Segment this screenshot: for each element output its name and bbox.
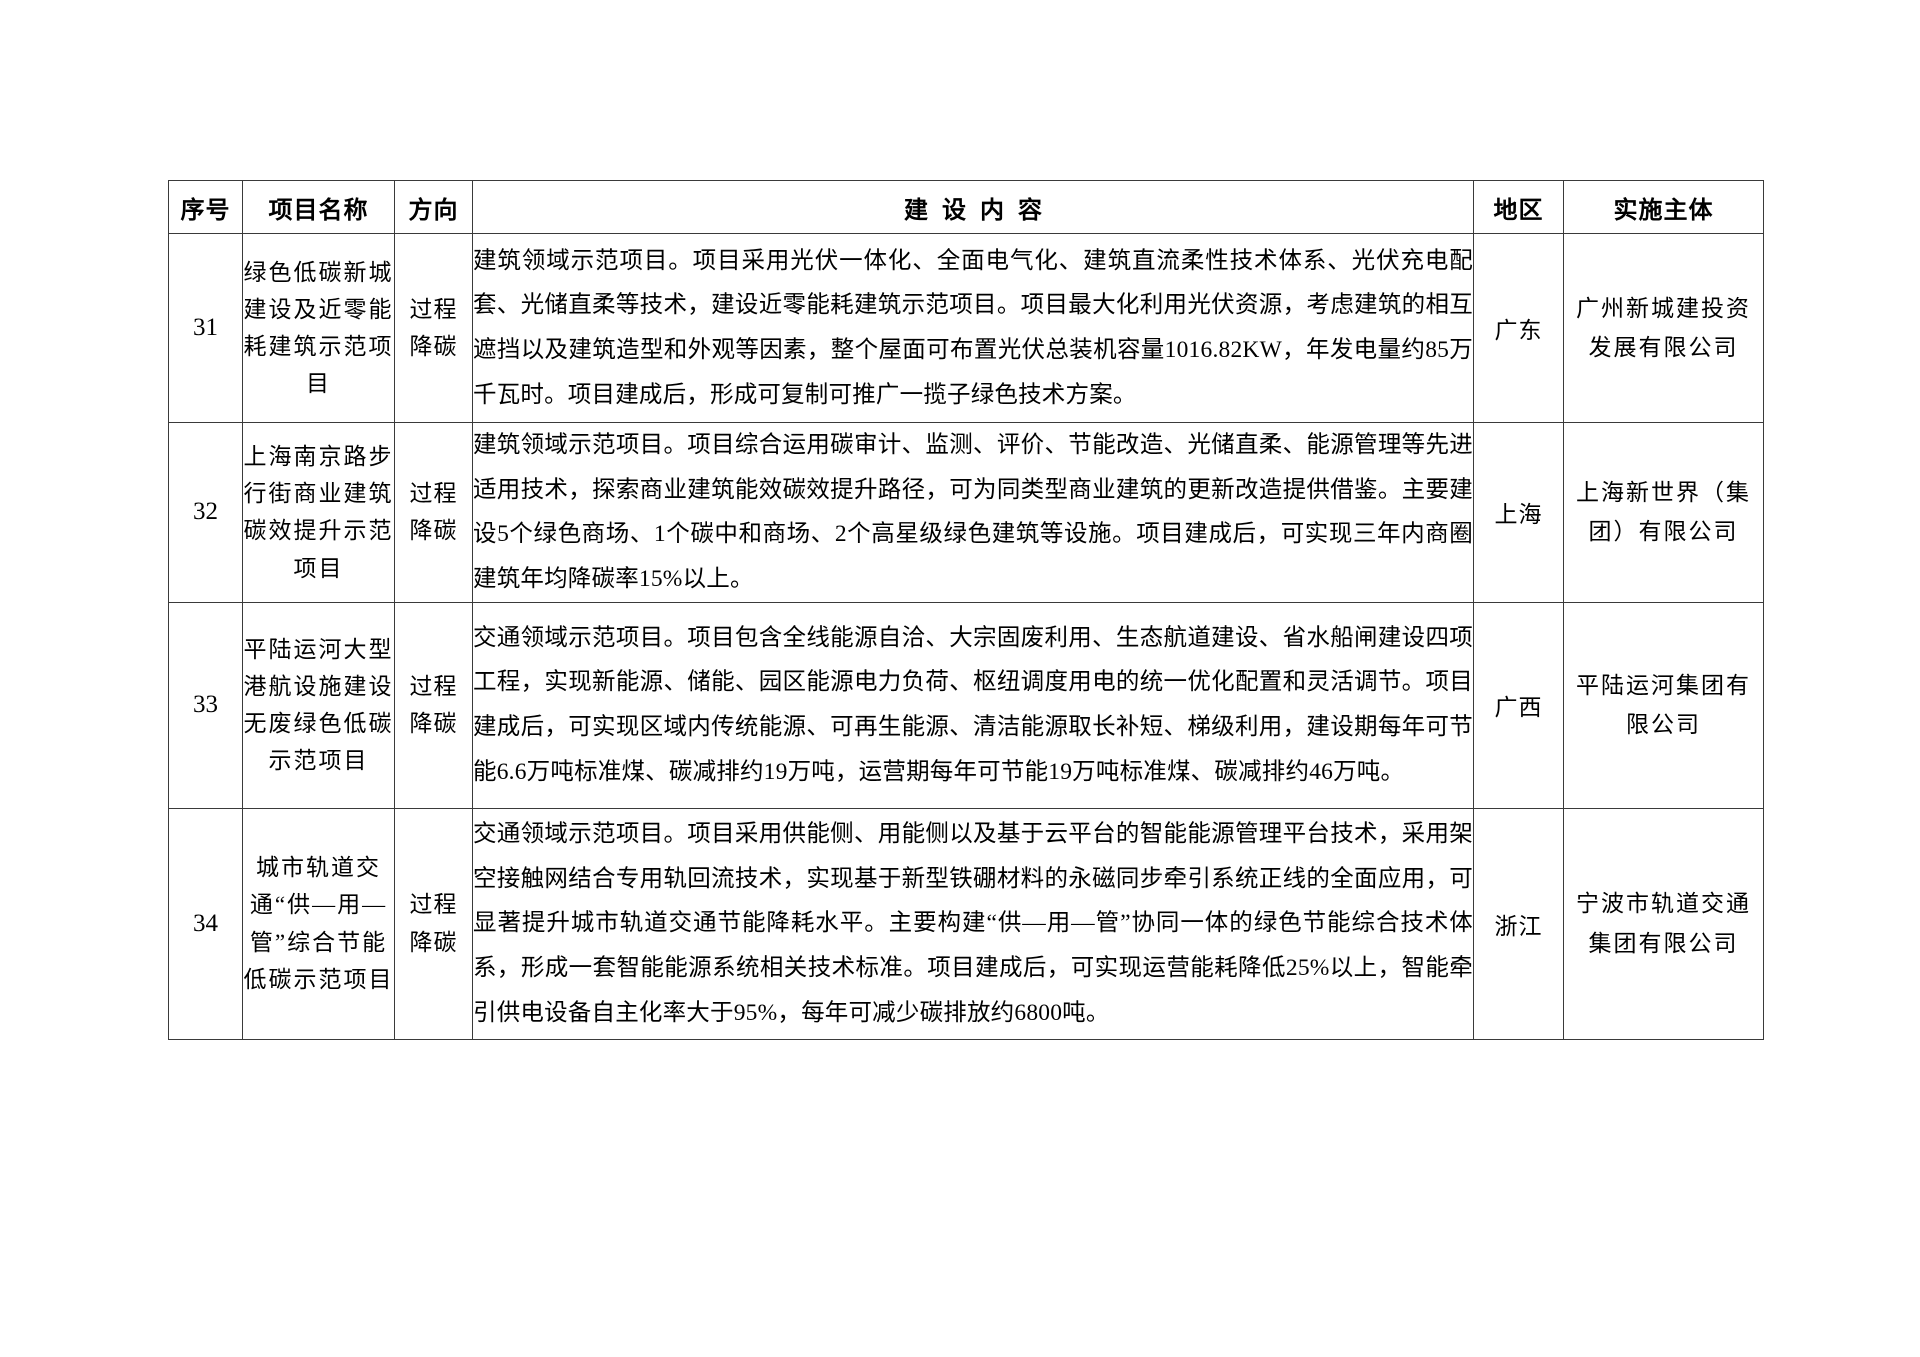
table-row: 31 绿色低碳新城建设及近零能耗建筑示范项目 过程 降碳 建筑领域示范项目。项目… xyxy=(168,233,1764,423)
cell-direction: 过程 降碳 xyxy=(394,601,473,809)
header-direction: 方向 xyxy=(394,180,473,234)
cell-direction: 过程 降碳 xyxy=(394,422,473,603)
table-row: 32 上海南京路步行街商业建筑碳效提升示范项目 过程 降碳 建筑领域示范项目。项… xyxy=(168,422,1764,603)
cell-seq: 33 xyxy=(168,601,243,809)
project-table: 序号 项目名称 方向 建设内容 地区 实施主体 31 绿色低碳新城建设及近零能耗… xyxy=(168,180,1764,1040)
table-body: 31 绿色低碳新城建设及近零能耗建筑示范项目 过程 降碳 建筑领域示范项目。项目… xyxy=(168,233,1764,1040)
direction-line-1: 过程 xyxy=(409,296,458,322)
project-table-container: 序号 项目名称 方向 建设内容 地区 实施主体 31 绿色低碳新城建设及近零能耗… xyxy=(168,180,1764,1040)
direction-line-2: 降碳 xyxy=(409,334,458,359)
cell-project-name: 城市轨道交通“供—用—管”综合节能低碳示范项目 xyxy=(242,807,395,1040)
cell-region: 上海 xyxy=(1473,422,1564,603)
header-project-name: 项目名称 xyxy=(242,180,395,234)
header-implementing-entity: 实施主体 xyxy=(1563,180,1764,234)
direction-line-1: 过程 xyxy=(409,673,458,699)
cell-construction-content: 交通领域示范项目。项目包含全线能源自洽、大宗固废利用、生态航道建设、省水船闸建设… xyxy=(472,601,1474,809)
cell-project-name: 绿色低碳新城建设及近零能耗建筑示范项目 xyxy=(242,233,395,423)
cell-construction-content: 建筑领域示范项目。项目采用光伏一体化、全面电气化、建筑直流柔性技术体系、光伏充电… xyxy=(472,233,1474,423)
header-seq: 序号 xyxy=(168,180,243,234)
cell-construction-content: 交通领域示范项目。项目采用供能侧、用能侧以及基于云平台的智能能源管理平台技术，采… xyxy=(472,807,1474,1040)
cell-region: 广西 xyxy=(1473,601,1564,809)
cell-implementing-entity: 平陆运河集团有限公司 xyxy=(1563,601,1764,809)
header-construction-content: 建设内容 xyxy=(472,180,1474,234)
cell-seq: 32 xyxy=(168,422,243,603)
cell-implementing-entity: 上海新世界（集团）有限公司 xyxy=(1563,422,1764,603)
direction-line-1: 过程 xyxy=(409,481,458,507)
cell-implementing-entity: 宁波市轨道交通集团有限公司 xyxy=(1563,807,1764,1040)
cell-direction: 过程 降碳 xyxy=(394,807,473,1040)
cell-project-name: 平陆运河大型港航设施建设无废绿色低碳示范项目 xyxy=(242,601,395,809)
cell-project-name: 上海南京路步行街商业建筑碳效提升示范项目 xyxy=(242,422,395,603)
cell-seq: 34 xyxy=(168,807,243,1040)
direction-line-2: 降碳 xyxy=(409,929,458,955)
header-region: 地区 xyxy=(1473,180,1564,234)
table-row: 33 平陆运河大型港航设施建设无废绿色低碳示范项目 过程 降碳 交通领域示范项目… xyxy=(168,601,1764,809)
cell-region: 广东 xyxy=(1473,233,1564,423)
table-header-row: 序号 项目名称 方向 建设内容 地区 实施主体 xyxy=(168,180,1764,234)
cell-construction-content: 建筑领域示范项目。项目综合运用碳审计、监测、评价、节能改造、光储直柔、能源管理等… xyxy=(472,422,1474,603)
direction-line-2: 降碳 xyxy=(409,711,458,737)
cell-direction: 过程 降碳 xyxy=(394,233,473,423)
table-row: 34 城市轨道交通“供—用—管”综合节能低碳示范项目 过程 降碳 交通领域示范项… xyxy=(168,807,1764,1040)
cell-seq: 31 xyxy=(168,233,243,423)
cell-implementing-entity: 广州新城建投资发展有限公司 xyxy=(1563,233,1764,423)
cell-region: 浙江 xyxy=(1473,807,1564,1040)
direction-line-2: 降碳 xyxy=(409,518,458,544)
direction-line-1: 过程 xyxy=(409,892,458,918)
